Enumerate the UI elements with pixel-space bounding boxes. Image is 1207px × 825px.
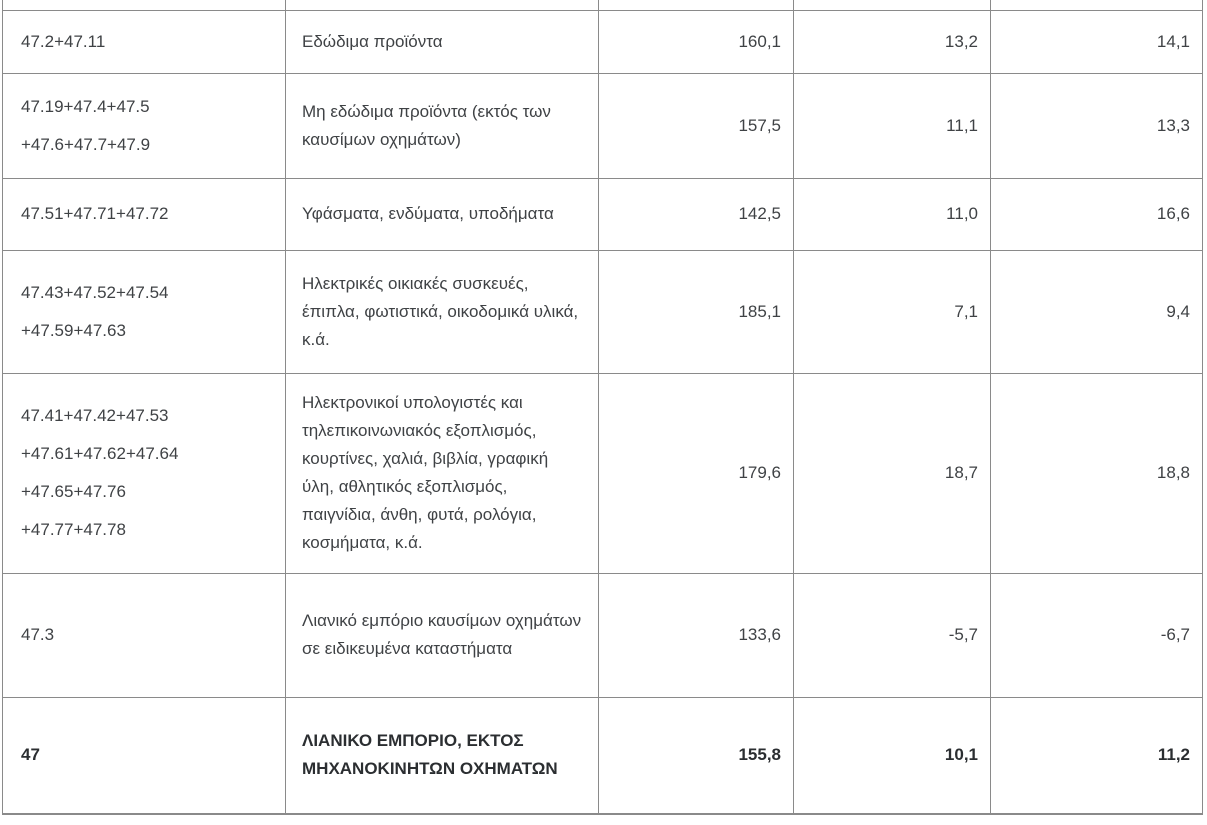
table-row-total: 47 ΛΙΑΝΙΚΟ ΕΜΠΟΡΙΟ, ΕΚΤΟΣ ΜΗΧΑΝΟΚΙΝΗΤΩΝ Ο… [2,696,1203,815]
table-row: 47.43+47.52+47.54 +47.59+47.63 Ηλεκτρικές … [2,249,1203,374]
annual-rate-cell: 7,1 [793,249,991,374]
annual-rate-cell: -5,7 [793,572,991,698]
nace-code-line: 47.3 [21,625,55,644]
nace-code-line: +47.61+47.62+47.64 [21,444,179,463]
nace-code-line: +47.59+47.63 [21,320,126,340]
category-description-cell: ΛΙΑΝΙΚΟ ΕΜΠΟΡΙΟ, ΕΚΤΟΣ ΜΗΧΑΝΟΚΙΝΗΤΩΝ ΟΧΗ… [285,696,599,815]
category-description-cell: Λιανικό εμπόριο καυσίμων οχημάτων σε ειδ… [285,572,599,698]
cut-off-cell [598,0,794,11]
category-description-cell: Μη εδώδιμα προϊόντα (εκτός των καυσίμων … [285,72,599,179]
annual-rate-cell: 11,0 [793,177,991,251]
cut-off-cell [285,0,599,11]
nace-code-line: 47.51+47.71+47.72 [21,204,169,223]
average-rate-cell: 11,2 [990,696,1203,815]
annual-rate-cell: 10,1 [793,696,991,815]
average-rate-cell: 14,1 [990,9,1203,74]
nace-code-cell: 47.2+47.11 [2,9,286,74]
nace-code-cell: 47.41+47.42+47.53 +47.61+47.62+47.64 +47.6… [2,372,286,574]
turnover-index-cell: 142,5 [598,177,794,251]
turnover-index-cell: 185,1 [598,249,794,374]
annual-rate-cell: 18,7 [793,372,991,574]
category-description-cell: Εδώδιμα προϊόντα [285,9,599,74]
cut-off-cell [990,0,1203,11]
table-row: 47.41+47.42+47.53 +47.61+47.62+47.64 +47.6… [2,372,1203,574]
category-description-cell: Ηλεκτρονικοί υπολογιστές και τηλεπικοινω… [285,372,599,574]
nace-code-line: 47.41+47.42+47.53 [21,406,169,425]
nace-code-line: 47 [21,745,40,765]
nace-code-line: 47.2+47.11 [21,31,106,51]
table-row: 47.2+47.11 Εδώδιμα προϊόντα 160,1 13,2 14,1 [2,9,1203,74]
nace-code-line: 47.19+47.4+47.5 [21,96,150,116]
nace-code-line: 47.43+47.52+47.54 [21,282,169,302]
nace-code-cell: 47 [2,696,286,815]
nace-code-line: +47.77+47.78 [21,520,126,539]
turnover-index-cell: 155,8 [598,696,794,815]
category-description-cell: Ηλεκτρικές οικιακές συσκευές, έπιπλα, φω… [285,249,599,374]
nace-code-cell: 47.19+47.4+47.5 +47.6+47.7+47.9 [2,72,286,179]
annual-rate-cell: 13,2 [793,9,991,74]
nace-code-line: +47.65+47.76 [21,482,126,501]
turnover-index-cell: 157,5 [598,72,794,179]
average-rate-cell: -6,7 [990,572,1203,698]
average-rate-cell: 9,4 [990,249,1203,374]
table-row: 47.3 Λιανικό εμπόριο καυσίμων οχημάτων σε… [2,572,1203,698]
average-rate-cell: 13,3 [990,72,1203,179]
table-row: 47.19+47.4+47.5 +47.6+47.7+47.9 Μη εδώδιμα… [2,72,1203,179]
cut-off-cell [793,0,991,11]
table-row: 47.51+47.71+47.72 Υφάσματα, ενδύματα, υπο… [2,177,1203,251]
annual-rate-cell: 11,1 [793,72,991,179]
turnover-index-cell: 133,6 [598,572,794,698]
cut-off-cell [2,0,286,11]
cut-off-row [2,0,1203,11]
turnover-index-cell: 160,1 [598,9,794,74]
average-rate-cell: 18,8 [990,372,1203,574]
category-description-cell: Υφάσματα, ενδύματα, υποδήματα [285,177,599,251]
turnover-index-cell: 179,6 [598,372,794,574]
nace-code-cell: 47.3 [2,572,286,698]
average-rate-cell: 16,6 [990,177,1203,251]
nace-code-cell: 47.51+47.71+47.72 [2,177,286,251]
nace-code-line: +47.6+47.7+47.9 [21,134,151,154]
nace-code-cell: 47.43+47.52+47.54 +47.59+47.63 [2,249,286,374]
